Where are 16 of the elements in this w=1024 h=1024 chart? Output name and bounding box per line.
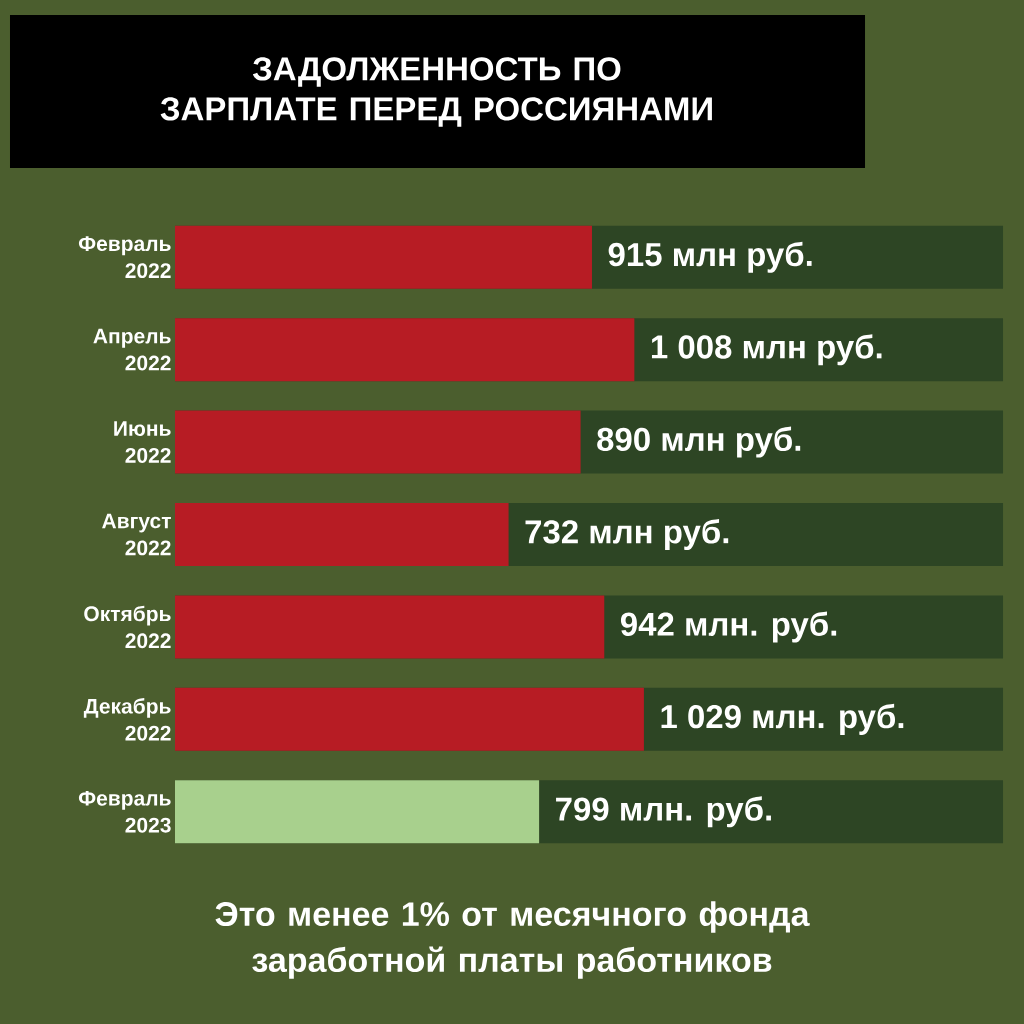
text: Это менее 1% от месячного фонда заработной платы работников xyxy=(215,901,810,979)
y-tick-label: Июнь 2022 xyxy=(114,421,171,463)
data-label: 732 млн руб. xyxy=(525,518,729,551)
data-label: 1 008 млн руб. xyxy=(651,334,882,366)
y-tick-label: Октябрь 2022 xyxy=(84,605,171,649)
data-label: 942 млн. руб. xyxy=(620,611,837,643)
data-label: 1 029 млн. руб. xyxy=(661,703,904,735)
y-tick-label: Август 2022 xyxy=(102,513,171,556)
y-tick-label: Апрель 2022 xyxy=(93,328,171,371)
y-tick-label: Февраль 2022 xyxy=(78,236,171,279)
y-tick-label: Декабрь 2022 xyxy=(83,698,171,741)
data-label: 799 млн. руб. xyxy=(556,796,771,828)
data-label: 915 млн руб. xyxy=(608,241,812,273)
chart-title: ЗАДОЛЖЕННОСТЬ ПО ЗАРПЛАТЕ ПЕРЕД РОССИЯНАМИ xyxy=(160,57,712,127)
y-tick-label: Февраль 2023 xyxy=(78,790,171,833)
data-label: 890 млн руб. xyxy=(597,426,801,458)
